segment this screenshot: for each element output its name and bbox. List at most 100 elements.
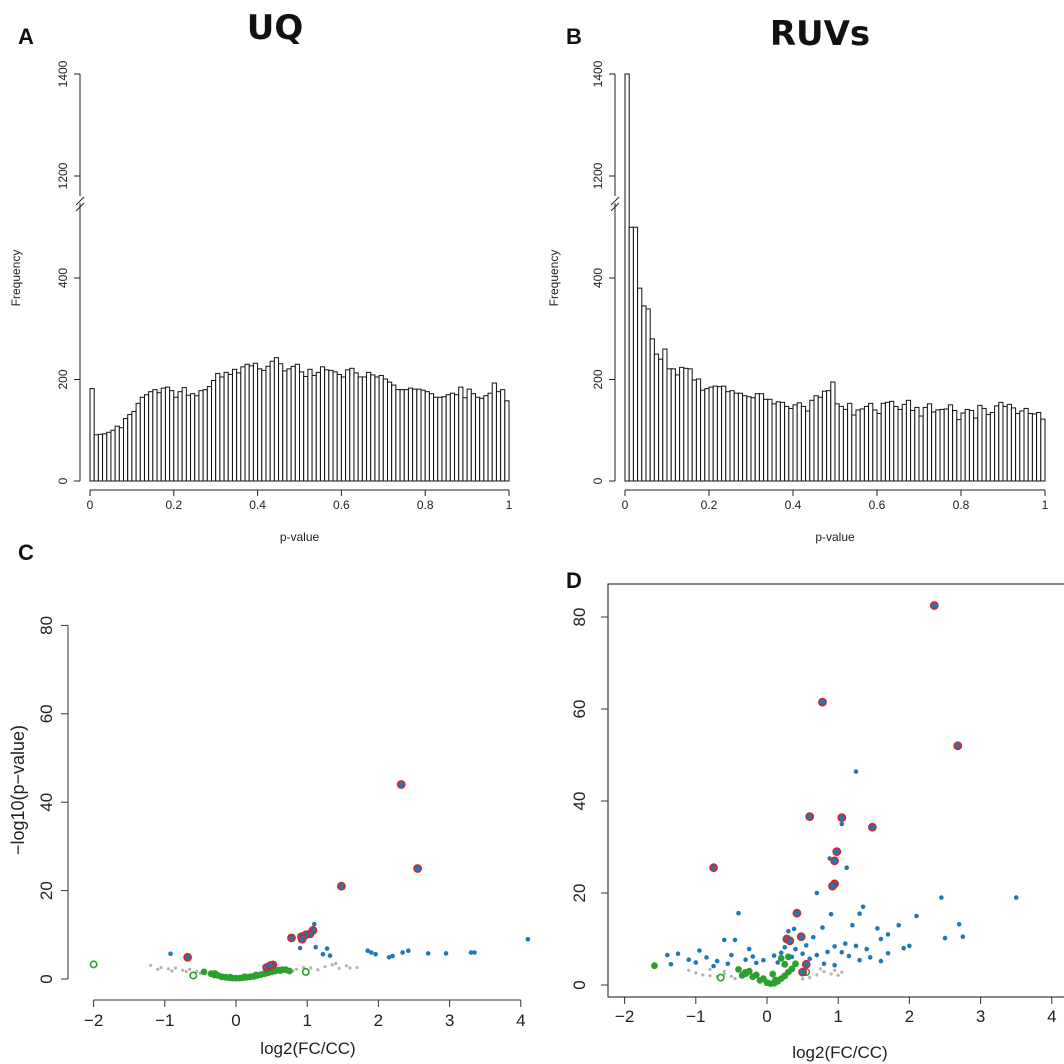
volcano-c-point-grey — [323, 965, 327, 969]
hist-a-bar — [219, 376, 225, 482]
volcano-d-point-blue — [843, 941, 848, 946]
volcano-d-point-green — [760, 975, 767, 982]
volcano-c-point-grey — [316, 968, 320, 972]
hist-a-y-tick-label: 1400 — [56, 60, 70, 87]
hist-a-bar — [370, 374, 376, 482]
hist-b-bar — [695, 378, 702, 482]
volcano-d-point-blue — [844, 865, 849, 870]
hist-a-bar — [483, 395, 489, 482]
volcano-d-point-blue — [665, 952, 670, 958]
hist-a-y-tick-label: 200 — [56, 369, 70, 389]
hist-a-bar — [177, 391, 183, 482]
hist-a-bar — [114, 425, 120, 482]
hist-b-bar — [800, 405, 807, 482]
hist-b-bar — [905, 399, 912, 482]
volcano-d-point-blue — [725, 961, 731, 967]
volcano-d-point-blue — [736, 910, 741, 916]
volcano-d-point-grey — [708, 974, 712, 978]
volcano-d-point-red-ringed — [796, 932, 806, 942]
volcano-d-point-blue — [791, 926, 797, 932]
hist-b-bar — [700, 389, 706, 482]
hist-a-bar — [97, 433, 104, 482]
hist-b-x-tick-label: 0.4 — [785, 498, 802, 512]
hist-a-bar — [131, 410, 137, 482]
volcano-d-point-blue — [820, 925, 825, 930]
volcano-d-point-red-ringed — [832, 847, 842, 856]
volcano-c-point-blue — [406, 948, 411, 953]
volcano-d-point-grey — [687, 968, 691, 972]
volcano-c-point-grey — [309, 966, 313, 970]
volcano-d-x-tick-label: −2 — [615, 1007, 634, 1026]
hist-b-bar — [1031, 413, 1038, 482]
volcano-c-point-blue — [324, 946, 330, 951]
hist-a-bar — [244, 363, 250, 482]
hist-b-bar — [767, 398, 773, 482]
hist-a-bar — [273, 357, 280, 482]
volcano-d-point-blue — [711, 963, 716, 969]
hist-a-bar — [282, 370, 288, 482]
volcano-d-point-blue — [668, 962, 674, 967]
hist-a-bar — [474, 396, 481, 482]
hist-a-bar — [294, 363, 300, 482]
volcano-c-point-grey — [170, 969, 174, 973]
volcano-d-point-blue — [775, 960, 780, 965]
hist-b-bar — [784, 405, 790, 482]
volcano-c-point-green-ring — [189, 971, 198, 980]
volcano-c-point-blue — [313, 944, 319, 950]
volcano-c-point-blue — [386, 955, 392, 960]
hist-a-bar — [462, 397, 468, 482]
hist-b-x-tick-label: 0.6 — [869, 498, 886, 512]
hist-a-bar — [324, 369, 330, 482]
hist-a-bar — [135, 402, 141, 482]
volcano-d-point-grey — [694, 971, 698, 975]
hist-b-bar — [637, 287, 643, 482]
hist-a-bar — [416, 388, 422, 482]
hist-a-bar — [495, 391, 502, 482]
hist-b-bar — [826, 390, 832, 482]
volcano-d-point-blue — [754, 960, 759, 966]
hist-b-bar — [876, 413, 882, 482]
hist-b-bar — [758, 393, 765, 482]
hist-a-bar — [378, 374, 384, 482]
hist-b-y-tick-label: 0 — [591, 477, 605, 484]
hist-a-x-tick-label: 0.6 — [333, 498, 350, 512]
volcano-c-point-blue — [390, 953, 395, 959]
volcano-d-point-blue — [793, 946, 798, 952]
hist-b-bar — [968, 409, 975, 482]
hist-b-bar — [729, 390, 735, 482]
hist-a-bar — [143, 394, 150, 482]
volcano-d-point-blue — [800, 951, 805, 956]
volcano-d-point-green — [738, 971, 746, 979]
volcano-d-point-blue — [850, 922, 855, 928]
hist-a-bar — [223, 371, 229, 482]
volcano-d-point-green — [735, 966, 742, 973]
volcano-c-y-tick-label: 80 — [37, 616, 56, 635]
volcano-c-point-red-ringed — [336, 881, 346, 891]
hist-a-bar — [169, 390, 175, 482]
volcano-d-point-blue — [803, 943, 809, 948]
volcano-d-point-blue — [722, 937, 727, 943]
volcano-d-point-blue — [885, 951, 891, 956]
hist-a-bar — [345, 369, 351, 482]
volcano-c-point-blue — [425, 951, 431, 956]
volcano-d-y-tick-label: 40 — [570, 792, 589, 811]
volcano-d-point-blue — [697, 948, 702, 953]
hist-b-x-tick-label: 0 — [622, 498, 629, 512]
hist-b-y-label: Frequency — [547, 250, 561, 307]
volcano-d-point-red-ringed — [929, 601, 939, 610]
volcano-c-point-blue — [168, 951, 173, 957]
hist-a-bar — [420, 389, 426, 482]
volcano-c-point-green — [226, 973, 234, 981]
hist-a-bar — [307, 368, 313, 482]
hist-a-bar — [449, 392, 456, 482]
hist-a-axis-break-mark — [75, 202, 85, 212]
hist-b-bar — [666, 368, 672, 482]
volcano-d-point-green — [788, 965, 796, 973]
volcano-c-x-tick-label: 0 — [231, 1011, 240, 1030]
hist-b-bar — [897, 408, 903, 482]
hist-a-bar — [110, 429, 116, 482]
hist-a-bar — [194, 395, 200, 482]
hist-b-bar — [1027, 413, 1033, 482]
hist-b-bar — [763, 398, 769, 482]
hist-b-bar — [771, 403, 777, 482]
